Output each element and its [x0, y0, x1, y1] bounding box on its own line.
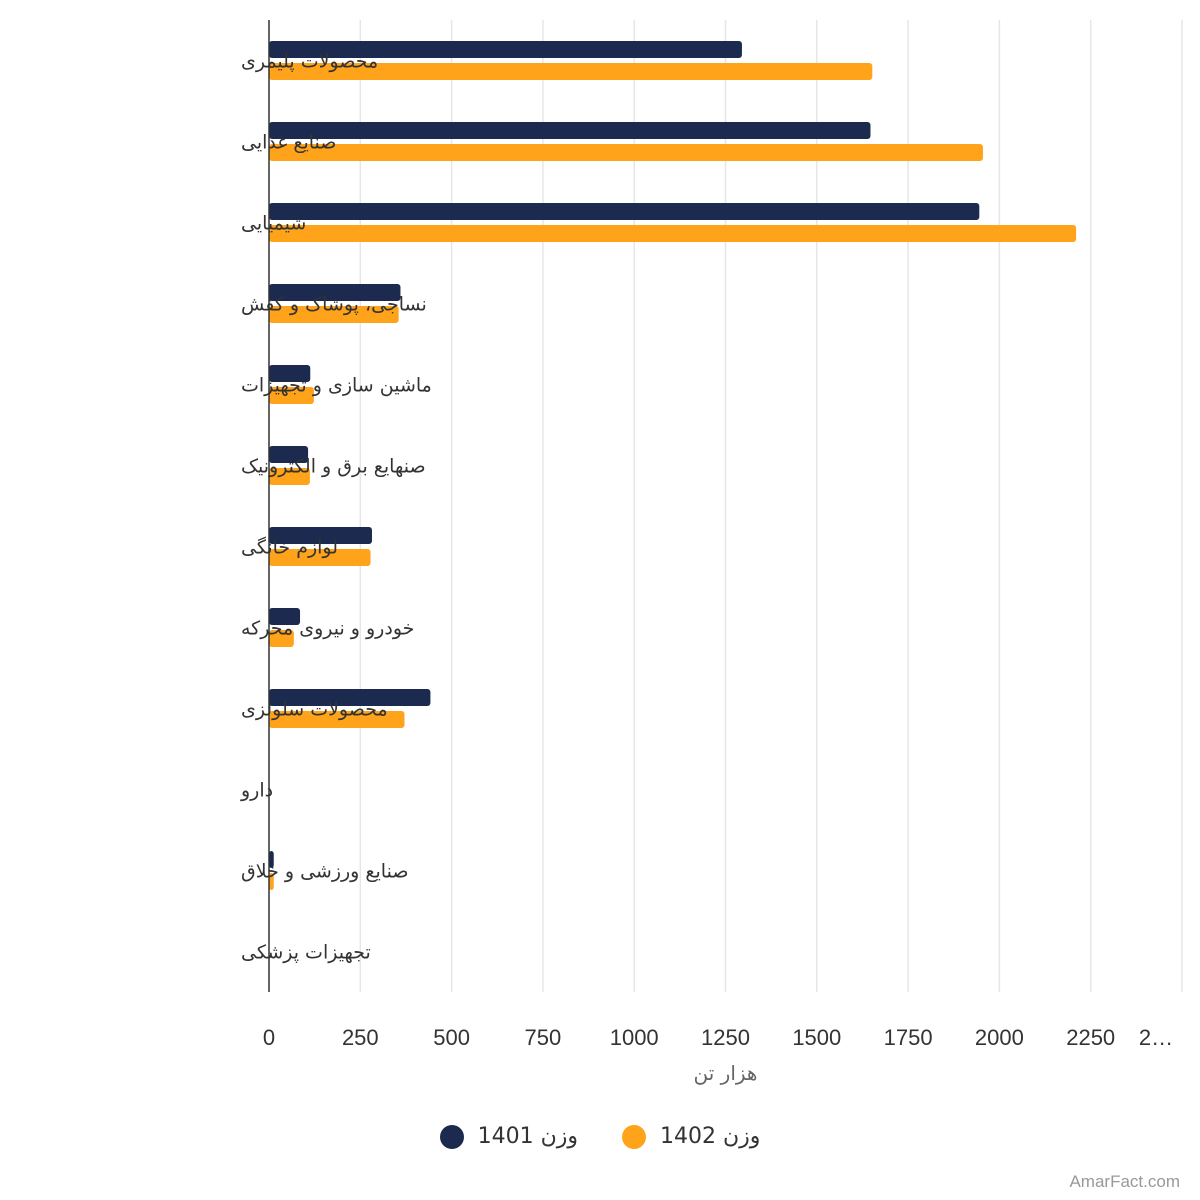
x-tick-label: 1500 — [792, 1025, 841, 1050]
category-label: صنهایع برق و الکترونیک — [241, 456, 426, 478]
category-label: ماشین سازی و تجهیزات — [241, 375, 432, 397]
bar-1402-5[interactable] — [269, 468, 310, 485]
x-tick-label: 500 — [433, 1025, 470, 1050]
legend-item-1401[interactable]: وزن 1401 — [439, 1124, 578, 1149]
x-tick-label: 2000 — [975, 1025, 1024, 1050]
category-label: لوازم خانگی — [241, 536, 338, 559]
x-tick-label: 1250 — [701, 1025, 750, 1050]
bar-1401-7[interactable] — [269, 608, 301, 625]
x-tick-label: 750 — [525, 1025, 562, 1050]
bar-1401-1[interactable] — [269, 122, 871, 139]
legend-label-1402: وزن 1402 — [660, 1124, 761, 1149]
category-label: شیمیایی — [241, 213, 306, 235]
bar-1402-6[interactable] — [269, 549, 371, 566]
credit-link[interactable]: AmarFact.com — [1069, 1172, 1180, 1191]
x-axis-title: هزار تن — [694, 1061, 758, 1085]
bar-1401-6[interactable] — [269, 527, 372, 544]
legend-item-1402[interactable]: وزن 1402 — [622, 1124, 760, 1149]
x-tick-label: 0 — [263, 1025, 275, 1050]
legend: وزن 1401 وزن 1402 — [0, 1124, 1200, 1149]
bar-1402-10[interactable] — [269, 873, 274, 890]
bar-chart: محصولات پلیمری صنایع غذایی شیمیایی نساجی، پ… — [240, 20, 1183, 1085]
grid-lines — [359, 20, 1183, 992]
bar-1401-3[interactable] — [269, 284, 401, 301]
x-tick-label: 1750 — [884, 1025, 933, 1050]
bar-1401-10[interactable] — [269, 851, 274, 868]
x-tick-label: 2… — [1139, 1025, 1173, 1050]
bar-1402-8[interactable] — [269, 711, 405, 728]
bar-1402-1[interactable] — [269, 144, 983, 161]
category-label: تجهیزات پزشکی — [241, 942, 371, 964]
category-label: محصولات پلیمری — [241, 51, 378, 73]
legend-marker-1402 — [622, 1124, 646, 1149]
bars — [269, 41, 1077, 890]
category-label: نساجی، پوشاک و کفش — [241, 294, 427, 316]
bar-1401-5[interactable] — [269, 446, 309, 463]
category-label: محصولات سلولزی — [241, 699, 388, 721]
x-tick-label: 1000 — [610, 1025, 659, 1050]
category-label: دارو — [240, 780, 273, 802]
bar-1401-8[interactable] — [269, 689, 431, 706]
bar-1402-3[interactable] — [269, 306, 399, 323]
bar-1401-2[interactable] — [269, 203, 980, 220]
category-label: صنایع غذایی — [241, 132, 336, 154]
legend-label-1401: وزن 1401 — [477, 1124, 578, 1149]
bar-1402-4[interactable] — [269, 387, 314, 404]
bar-1402-2[interactable] — [269, 225, 1077, 242]
bar-1402-0[interactable] — [269, 63, 873, 80]
category-label: صنایع ورزشی و خلاق — [241, 861, 408, 883]
category-label: خودرو و نیروی محرکه — [241, 618, 414, 640]
legend-marker-1401 — [439, 1124, 464, 1149]
x-tick-label: 250 — [342, 1025, 379, 1050]
bar-1401-0[interactable] — [269, 41, 742, 58]
bar-1402-7[interactable] — [269, 630, 294, 647]
category-labels: محصولات پلیمری صنایع غذایی شیمیایی نساجی، پ… — [240, 51, 432, 964]
x-tick-labels: 0 250 500 750 1000 1250 1500 1750 2000 2250 2… — [263, 1025, 1173, 1050]
bar-1401-4[interactable] — [269, 365, 311, 382]
x-tick-label: 2250 — [1066, 1025, 1115, 1050]
